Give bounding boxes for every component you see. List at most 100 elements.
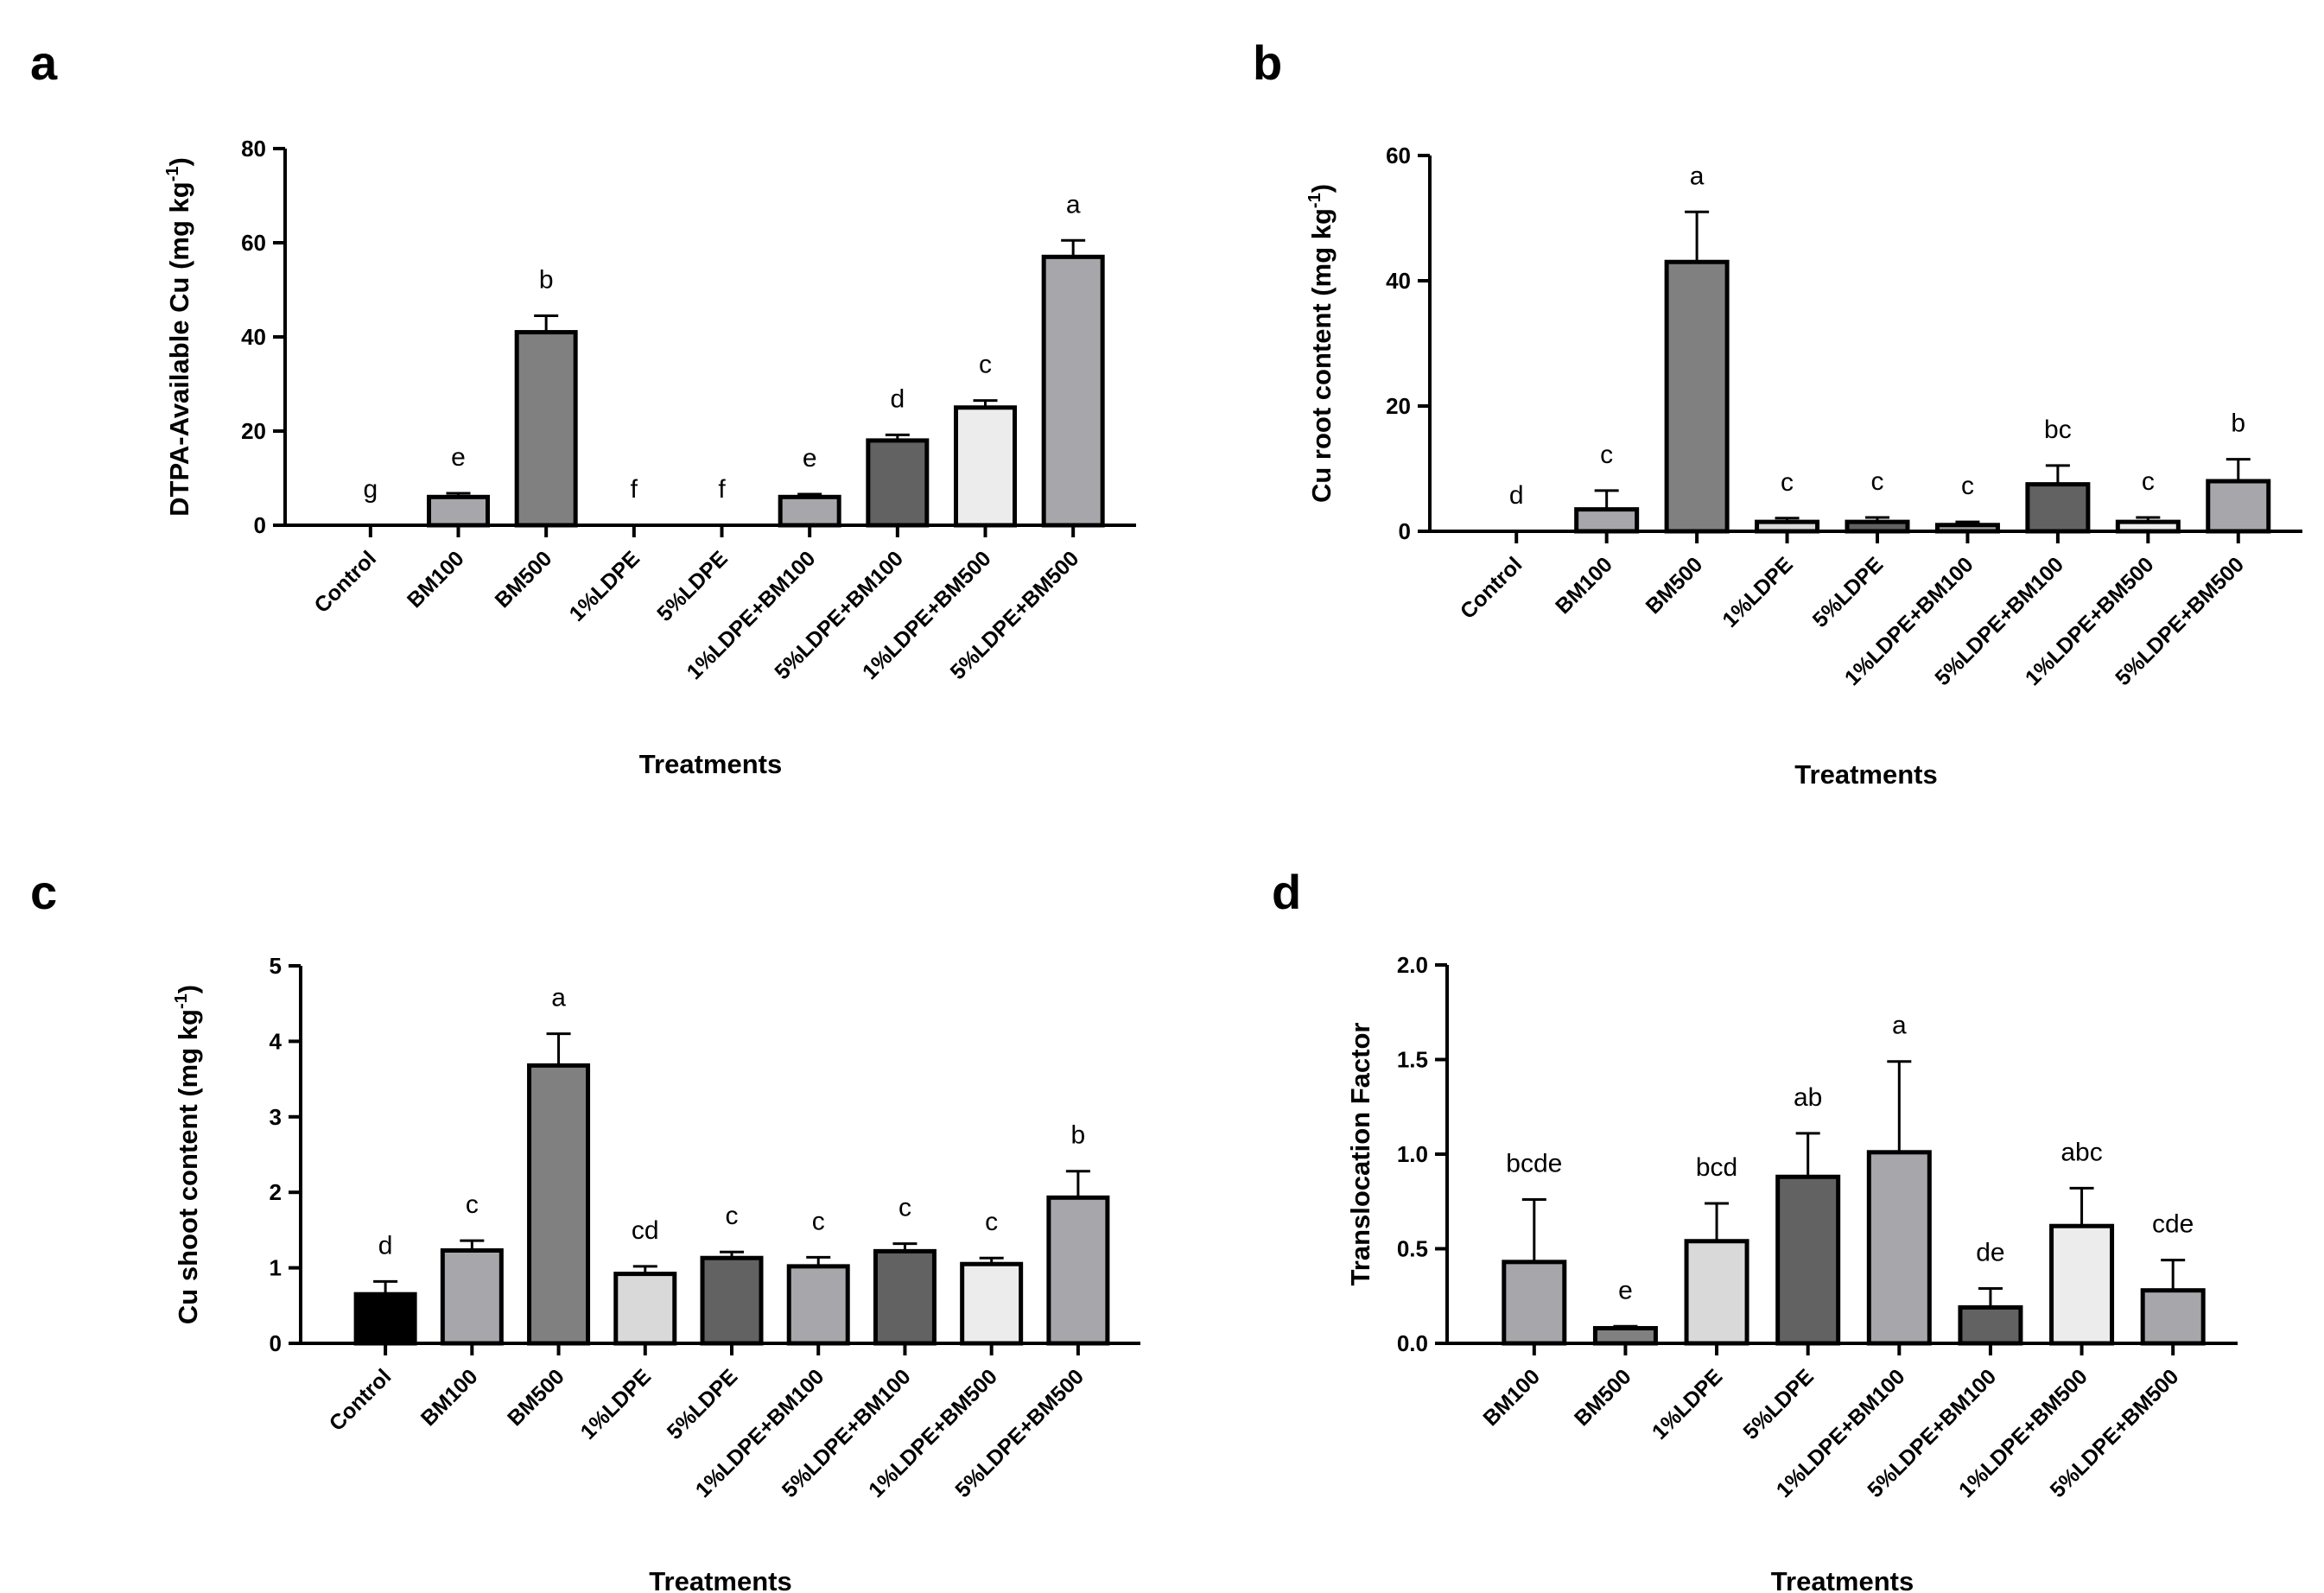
category-label: 5%LDPE [663,1364,742,1444]
bar [786,1264,850,1346]
significance-letter: c [898,1194,911,1222]
category-label: BM100 [1478,1364,1545,1431]
significance-letter: c [1600,441,1613,469]
bar [960,1261,1024,1346]
bar [2049,1223,2115,1346]
panel-letter: b [1253,35,1282,90]
significance-letter: e [451,443,466,472]
panel-a-dtpa-available-cu: a 0 20 40 60 80 DTPA-Available Cu (mg kg-1) g Co… [30,35,1136,779]
category-label: Control [1456,552,1527,624]
significance-letter: b [2231,409,2245,438]
x-axis-title: Treatments [649,1566,791,1593]
significance-letter: a [551,984,566,1012]
significance-letter: cde [2152,1210,2194,1239]
significance-letter: de [1976,1238,2004,1266]
y-tick-label: 2 [270,1179,282,1205]
bar [1866,1150,1932,1346]
y-tick-label: 60 [241,230,266,256]
bar [440,1247,504,1346]
category-label: Control [325,1364,397,1436]
y-axis-title-text: Cu shoot content (mg kg [173,1009,203,1324]
y-tick-label: 2.0 [1397,952,1428,978]
y-axis-title: Cu root content (mg kg-1) [1305,184,1337,503]
y-tick-label: 0 [270,1330,282,1356]
bar [1755,519,1820,534]
y-tick-label: 1.0 [1397,1141,1428,1167]
bar [1845,519,1910,534]
y-tick-label: 40 [241,324,266,350]
significance-letter: f [718,475,726,504]
x-axis-title: Treatments [1794,759,1937,790]
bar [613,1272,677,1346]
significance-letter: bc [2044,416,2072,444]
bar [700,1255,764,1346]
bar [1958,1304,2023,1346]
category-label: 5%LDPE [652,546,732,625]
significance-letter: b [1071,1121,1086,1150]
y-tick-label: 0.0 [1397,1330,1428,1356]
bar [2025,482,2091,534]
y-axis-title: DTPA-Available Cu (mg kg-1) [163,157,194,517]
bar [1574,507,1640,534]
panel-b-cu-root-content: b 0 20 40 60 Cu root content (mg kg-1) d Contro… [1253,35,2302,790]
category-label: BM100 [1551,552,1617,619]
significance-letter: g [363,475,378,504]
panel-letter: c [30,865,57,919]
bar [2115,519,2181,534]
significance-letter: d [890,384,905,413]
bar [1775,1174,1841,1346]
bar [353,1292,417,1346]
bar [1664,259,1730,534]
bar [1592,1325,1658,1346]
category-label: Control [309,546,381,618]
significance-letter: bcd [1696,1153,1737,1182]
significance-letter: c [979,351,992,379]
y-tick-label: 0 [254,512,266,538]
significance-letter: c [985,1208,998,1236]
category-label: BM500 [491,546,557,612]
category-label: BM500 [503,1364,569,1431]
bar [527,1063,591,1346]
bar [1934,523,2000,534]
significance-letter: a [1892,1012,1907,1040]
category-label: BM100 [416,1364,483,1431]
y-tick-label: 1.5 [1397,1047,1428,1073]
y-tick-label: 0.5 [1397,1236,1428,1262]
significance-letter: c [812,1207,825,1235]
significance-letter: a [1690,162,1705,190]
y-axis-title-end: ) [164,157,194,166]
category-label: 1%LDPE [1718,552,1797,631]
y-axis-title-superscript: -1 [163,166,182,181]
significance-letter: d [1509,481,1524,510]
panel-c-cu-shoot-content: c 0 1 2 3 4 5 Cu shoot content (mg kg-1) d Contro… [30,865,1140,1593]
category-label: 5%LDPE [1738,1364,1818,1444]
y-axis-title: Translocation Factor [1345,1023,1375,1286]
significance-letter: e [803,444,817,473]
bar [514,330,578,528]
y-tick-label: 20 [1386,393,1411,419]
bar [427,494,490,528]
category-label: BM500 [1641,552,1708,619]
y-tick-label: 4 [270,1028,283,1054]
bar [954,405,1017,528]
y-tick-label: 0 [1399,518,1411,544]
category-label: 1%LDPE [1648,1364,1727,1444]
bar [873,1248,937,1346]
y-tick-label: 20 [241,418,266,444]
y-tick-label: 3 [270,1104,282,1130]
y-axis-title-text: Cu root content (mg kg [1306,208,1337,503]
significance-letter: c [1961,472,1974,500]
category-label: BM500 [1570,1364,1636,1431]
significance-letter: b [539,265,554,294]
significance-letter: d [378,1231,393,1260]
category-label: 1%LDPE [565,546,644,625]
significance-letter: cd [632,1216,659,1245]
significance-letter: e [1618,1276,1633,1304]
significance-letter: c [1871,467,1884,496]
significance-letter: ab [1794,1083,1822,1112]
y-axis-title-text: DTPA-Available Cu (mg kg [164,181,194,517]
bar [2206,479,2271,534]
category-label: 5%LDPE [1808,552,1888,631]
